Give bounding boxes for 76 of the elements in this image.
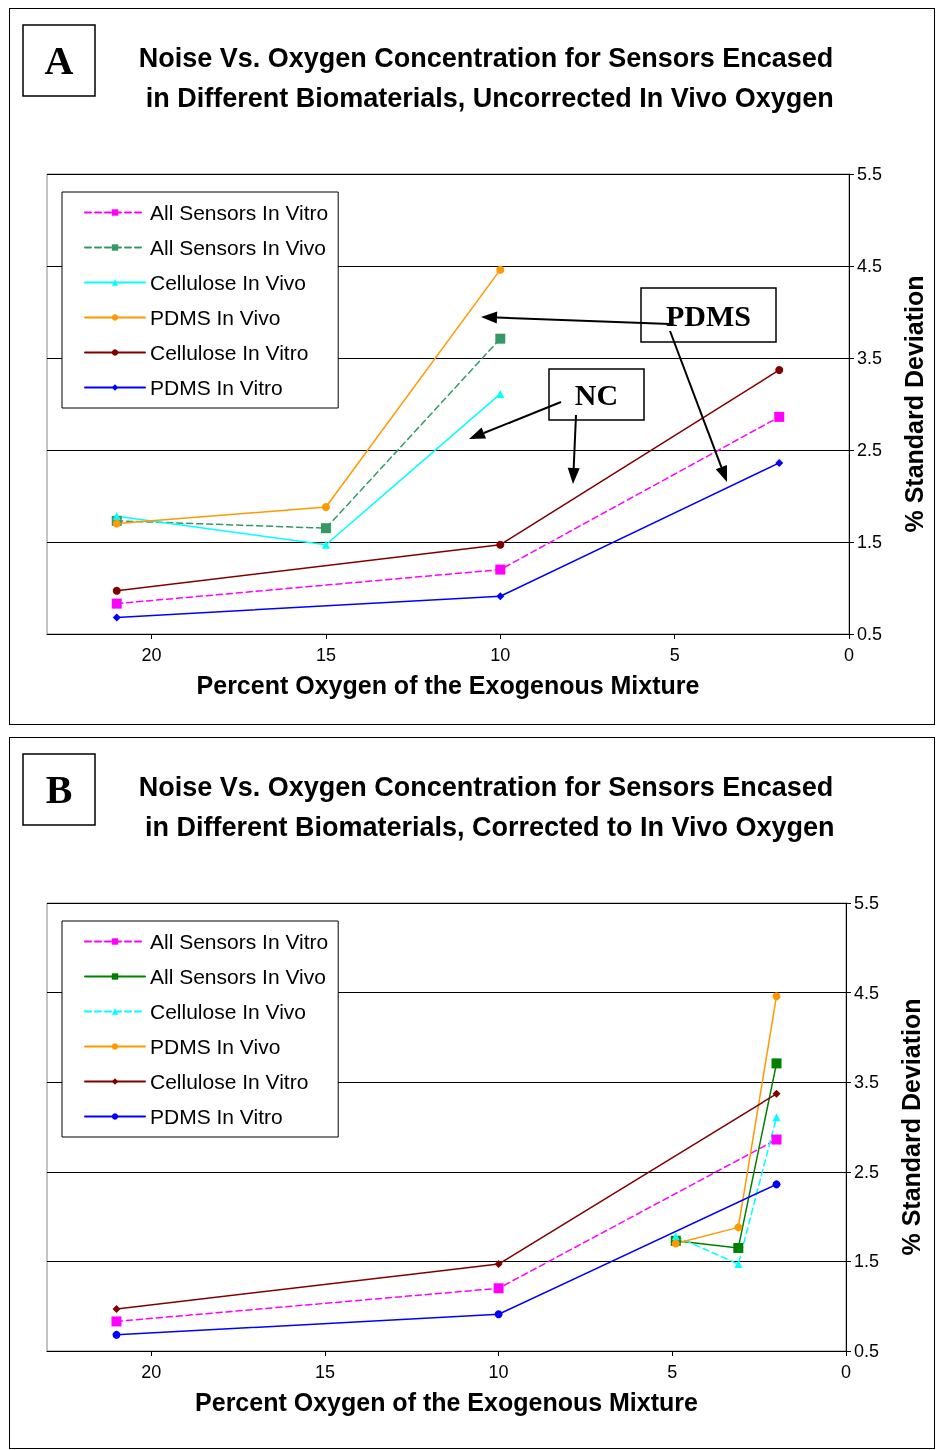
point (111, 1316, 122, 1327)
point (320, 523, 331, 534)
point (775, 458, 784, 467)
y-tick-label: 3.5 (857, 348, 883, 368)
x-tick-label: 10 (488, 1362, 509, 1382)
legend-label: PDMS In Vivo (150, 306, 281, 329)
point (772, 1089, 781, 1098)
x-tick-label: 20 (141, 645, 162, 665)
point (494, 1260, 503, 1269)
point (495, 564, 506, 575)
legend-label: All Sensors In Vivo (150, 236, 326, 259)
x-tick-label: 15 (315, 645, 336, 665)
x-axis-title: Percent Oxygen of the Exogenous Mixture (196, 670, 700, 699)
y-axis-title: % Standard Deviation (899, 275, 928, 533)
legend-label: Cellulose In Vitro (150, 341, 309, 364)
point (771, 1058, 782, 1069)
annotation: NC (574, 378, 619, 411)
legend-label: Cellulose In Vitro (150, 1070, 309, 1093)
x-tick-label: 10 (490, 645, 511, 665)
point (496, 540, 505, 549)
x-tick-label: 0 (840, 1362, 852, 1382)
y-tick-label: 5.5 (854, 893, 880, 913)
x-tick-label: 5 (669, 645, 680, 665)
legend-label: PDMS In Vitro (150, 376, 283, 399)
y-tick-label: 2.5 (857, 440, 883, 460)
y-tick-label: 1.5 (857, 532, 883, 552)
point (734, 1260, 743, 1269)
y-tick-label: 5.5 (857, 164, 883, 184)
x-tick-label: 20 (141, 1362, 162, 1382)
x-tick-label: 0 (843, 645, 855, 665)
y-tick-label: 4.5 (857, 256, 883, 276)
chart-title: Noise Vs. Oxygen Concentration for Sensors Encased in Different Biomaterials, Corrected to In Vivo Oxygen (137, 772, 835, 842)
point (772, 992, 781, 1001)
point (772, 1113, 781, 1122)
y-axis-title: % Standard Deviation (896, 998, 925, 1256)
point (112, 1330, 121, 1339)
point (496, 265, 505, 274)
y-tick-label: 1.5 (854, 1251, 880, 1272)
x-tick-label: 5 (667, 1362, 678, 1382)
legend-label: All Sensors In Vitro (150, 930, 329, 953)
point (774, 411, 785, 422)
point (111, 598, 122, 609)
point (112, 519, 121, 528)
y-tick-label: 0.5 (857, 624, 883, 644)
point (671, 1239, 680, 1248)
point (493, 1283, 504, 1294)
y-tick-label: 2.5 (854, 1161, 880, 1182)
point (112, 1304, 121, 1313)
x-axis-title: Percent Oxygen of the Exogenous Mixture (195, 1387, 699, 1416)
point (321, 540, 330, 549)
point (733, 1242, 744, 1253)
point (734, 1223, 743, 1232)
legend-label: All Sensors In Vivo (150, 965, 326, 988)
point (775, 365, 784, 374)
legend-label: All Sensors In Vitro (150, 201, 329, 224)
text: B (45, 767, 73, 812)
legend-label: PDMS In Vivo (150, 1035, 281, 1058)
legend-label: Cellulose In Vivo (150, 271, 307, 294)
y-tick-label: 3.5 (854, 1072, 880, 1093)
point (496, 592, 505, 601)
y-tick-label: 4.5 (854, 982, 880, 1003)
point (321, 503, 330, 512)
legend-label: PDMS In Vitro (150, 1105, 283, 1128)
point (112, 613, 121, 622)
point (495, 333, 506, 344)
text: A (44, 38, 74, 83)
point (496, 389, 505, 398)
point (494, 1310, 503, 1319)
chart-title: Noise Vs. Oxygen Concentration for Sensors Encased in Different Biomaterials, Uncorrected In Vivo Oxygen (138, 43, 834, 113)
annotation: PDMS (666, 298, 751, 332)
point (112, 586, 121, 595)
point (772, 1180, 781, 1189)
y-tick-label: 0.5 (854, 1341, 880, 1361)
x-tick-label: 15 (314, 1362, 335, 1382)
legend-label: Cellulose In Vivo (150, 1000, 307, 1023)
point (771, 1134, 782, 1145)
